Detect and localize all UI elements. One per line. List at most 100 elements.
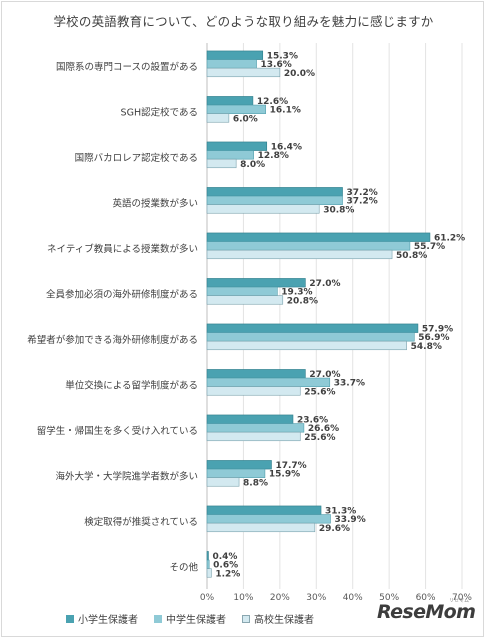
bar-0 [206,187,343,197]
data-label: 31.3% [325,507,356,517]
bar-2 [206,386,301,396]
data-label: 0.6% [213,561,238,571]
bar-1 [206,468,266,478]
bar-1 [206,559,210,569]
bar-0 [206,414,294,424]
data-label: 56.9% [418,333,449,343]
bar-2 [206,340,407,351]
bar-0 [206,369,306,379]
chart-title: 学校の英語教育について、どのような取り組みを魅力に感じますか [53,14,434,29]
legend-label-elementary: 小学生保護者 [78,615,138,626]
data-label: 27.0% [309,279,340,289]
data-label: 30.8% [323,205,354,215]
bar-0 [206,460,272,470]
category-label: 国際バカロレア認定校である [75,152,198,164]
data-label: 8.0% [240,160,265,170]
data-label: 57.9% [422,325,453,335]
bar-1 [206,150,254,160]
bar-0 [206,96,254,106]
data-label: 8.8% [243,478,268,488]
bar-0 [206,232,431,242]
bar-2 [206,204,320,214]
data-label: 25.6% [304,387,335,397]
data-label: 37.2% [347,197,378,207]
data-label: 15.3% [267,52,298,62]
bar-1 [206,286,278,296]
category-label: 海外大学・大学院進学者数が多い [55,470,198,482]
data-label: 0.4% [212,552,237,562]
bar-2 [206,522,316,533]
data-label: 29.6% [319,524,350,534]
data-label: 61.2% [434,234,465,244]
category-label: 希望者が参加できる海外研修制度がある [27,334,198,346]
data-label: 27.0% [309,370,340,380]
data-label: 16.1% [270,106,301,116]
resemom-logo: ReseMom リセマム [377,597,477,631]
brand-sub: リセマム [449,598,470,604]
bar-1 [206,104,266,114]
category-label: 英語の授業数が多い [112,197,198,209]
data-label: 55.7% [414,242,445,252]
bar-0 [206,551,209,561]
data-label: 37.2% [347,188,378,198]
legend-item-high-school: 高校生保護者 [242,611,314,626]
category-label: 全員参加必須の海外研修制度がある [46,288,198,300]
bar-1 [206,514,331,524]
legend-item-elementary: 小学生保護者 [66,611,138,626]
bar-2 [206,295,284,305]
legend-swatch-elementary [66,614,74,623]
data-label: 16.4% [271,143,302,153]
data-label: 50.8% [396,251,427,261]
bar-2 [206,67,281,78]
category-label: ネイティブ教員による授業数が多い [47,243,198,255]
legend-swatch-high-school [242,614,250,623]
x-tick-label: 70% [452,593,472,603]
data-label: 54.8% [411,342,442,352]
data-label: 20.0% [284,69,315,79]
bar-2 [206,113,230,123]
bar-1 [206,332,415,342]
x-tick-label: 20% [270,593,290,603]
category-label: 留学生・帰国生を多く受け入れている [37,425,198,437]
brand-name: ReseMom [377,601,476,623]
data-label: 23.6% [297,416,328,426]
category-label: SGH認定校である [121,106,198,118]
data-label: 19.3% [281,288,312,298]
bar-2 [206,431,301,442]
category-label: 単位交換による留学制度がある [65,379,198,391]
bar-0 [206,50,264,60]
data-label: 12.6% [257,97,288,107]
bar-1 [206,59,257,69]
data-label: 6.0% [233,114,258,124]
data-label: 15.9% [269,470,300,480]
x-tick-label: 30% [306,593,326,603]
x-tick-label: 10% [233,593,253,603]
data-label: 12.8% [258,151,289,161]
x-tick-label: 60% [416,593,436,603]
bar-2 [206,249,393,260]
data-label: 17.7% [275,461,306,471]
data-label: 20.8% [287,296,318,306]
data-label: 26.6% [308,424,339,434]
data-label: 33.9% [334,515,365,525]
category-label: その他 [169,561,198,573]
bar-0 [206,505,322,515]
category-label: 検定取得が推奨されている [84,516,198,528]
data-label: 13.6% [261,60,292,70]
data-label: 25.6% [304,433,335,443]
bar-1 [206,195,343,205]
bar-2 [206,477,240,487]
data-label: 33.7% [334,379,365,389]
bar-1 [206,423,305,433]
data-label: 1.2% [215,569,240,579]
legend-swatch-junior-high [154,614,162,623]
legend-item-junior-high: 中学生保護者 [154,611,226,626]
x-tick-label: 40% [343,593,363,603]
legend-label-high-school: 高校生保護者 [254,615,314,626]
bar-0 [206,323,419,333]
category-label: 国際系の専門コースの設置がある [56,61,198,73]
bar-0 [206,278,306,288]
bar-2 [206,158,237,169]
legend-label-junior-high: 中学生保護者 [166,615,226,626]
